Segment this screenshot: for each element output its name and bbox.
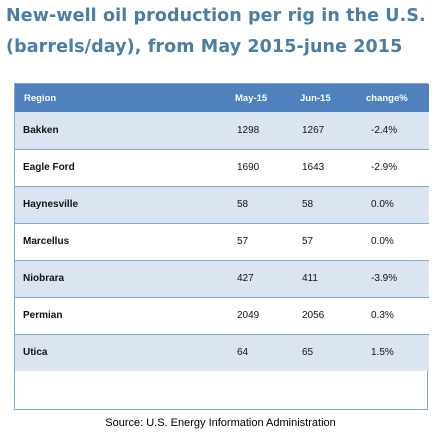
cell-jun-15: 57 [298,222,357,260]
cell-region: Niobrara [15,259,231,297]
cell-change: -2.9% [357,148,429,186]
production-table: Region May-15 Jun-15 change% Bakken 1298 1… [15,84,429,371]
cell-jun-15: 2056 [298,296,357,334]
cell-region: Marcellus [15,222,231,260]
cell-jun-15: 58 [298,185,357,223]
cell-region: Bakken [23,124,59,136]
cell-region: Haynesville [15,185,231,223]
source-note: Source: U.S. Energy Information Administ… [105,417,336,429]
cell-may-15: 1690 [231,148,298,186]
header-row: Region May-15 Jun-15 change% [15,84,429,112]
cell-region: Eagle Ford [15,148,231,186]
table-row: Niobrara 427 411 -3.9% [15,259,429,297]
data-table: Region May-15 Jun-15 change% Bakken 1298 1… [14,83,429,410]
title-line-2: (barrels/day), from May 2015-june 2015 [6,37,403,57]
cell-may-15: 64 [231,333,298,371]
column-header-jun: Jun-15 [300,92,331,104]
table-body: Bakken 1298 1267 -2.4% Eagle Ford 1690 1643 -2.… [15,112,429,371]
cell-change: -2.4% [371,124,398,136]
table-row: Permian 2049 2056 0.3% [15,296,429,334]
table-row: Marcellus 57 57 0.0% [15,222,429,260]
cell-may-15: 58 [231,185,298,223]
cell-may-15: 2049 [231,296,298,334]
cell-jun-15: 1267 [302,124,325,136]
cell-change: 0.0% [357,222,429,260]
cell-may-15: 57 [231,222,298,260]
table-row: Utica 64 65 1.5% [15,333,429,371]
table-row: Bakken 1298 1267 -2.4% [15,112,429,149]
column-header-change: change% [366,92,408,104]
cell-change: 0.3% [357,296,429,334]
cell-jun-15: 1643 [298,148,357,186]
title-line-1: New-well oil production per rig in the U… [6,6,426,26]
cell-region: Utica [15,333,231,371]
cell-may-15: 1298 [237,124,260,136]
cell-change: -3.9% [357,259,429,297]
cell-may-15: 427 [231,259,298,297]
cell-change: 0.0% [357,185,429,223]
cell-change: 1.5% [357,333,429,371]
table-row: Haynesville 58 58 0.0% [15,185,429,223]
cell-jun-15: 65 [298,333,357,371]
table-row: Eagle Ford 1690 1643 -2.9% [15,148,429,186]
chart-title: New-well oil production per rig in the U… [6,1,438,63]
cell-jun-15: 411 [298,259,357,297]
column-header-may: May-15 [235,92,268,104]
cell-region: Permian [15,296,231,334]
column-header-region: Region [24,92,57,104]
